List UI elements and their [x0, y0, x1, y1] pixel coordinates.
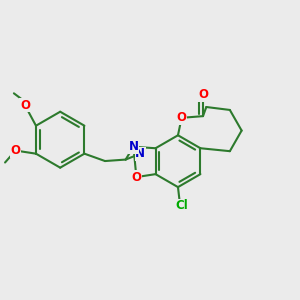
Text: O: O — [20, 99, 30, 112]
Text: O: O — [131, 171, 141, 184]
Text: Cl: Cl — [176, 199, 188, 212]
Text: N: N — [135, 147, 146, 160]
Text: O: O — [176, 111, 186, 124]
Text: Cl: Cl — [176, 199, 188, 212]
Text: O: O — [198, 88, 208, 101]
Text: O: O — [198, 88, 208, 101]
Text: N: N — [128, 140, 138, 153]
Text: O: O — [176, 111, 186, 124]
Text: O: O — [131, 171, 141, 184]
Text: N: N — [128, 140, 138, 153]
Text: O: O — [11, 144, 20, 157]
Text: O: O — [20, 99, 30, 112]
Text: O: O — [11, 144, 20, 157]
